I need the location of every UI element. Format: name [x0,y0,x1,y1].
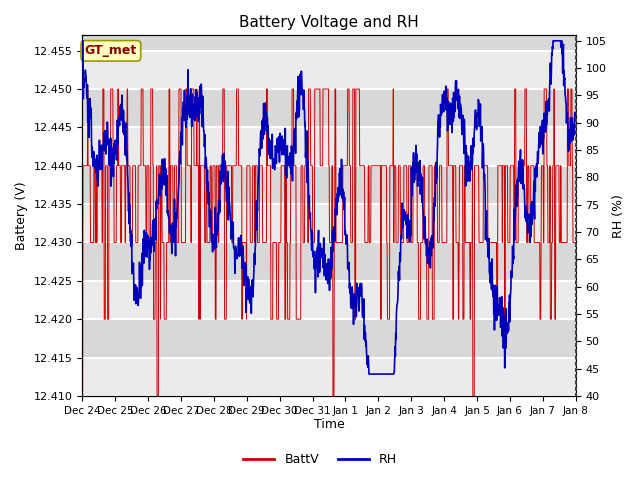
X-axis label: Time: Time [314,419,344,432]
Bar [83,127,576,166]
Bar [83,204,576,242]
Legend: BattV, RH: BattV, RH [238,448,402,471]
Title: Battery Voltage and RH: Battery Voltage and RH [239,15,419,30]
Y-axis label: RH (%): RH (%) [612,193,625,238]
Bar [83,358,576,396]
Y-axis label: Battery (V): Battery (V) [15,181,28,250]
Bar [83,51,576,89]
Bar [83,281,576,319]
Text: GT_met: GT_met [84,44,137,57]
